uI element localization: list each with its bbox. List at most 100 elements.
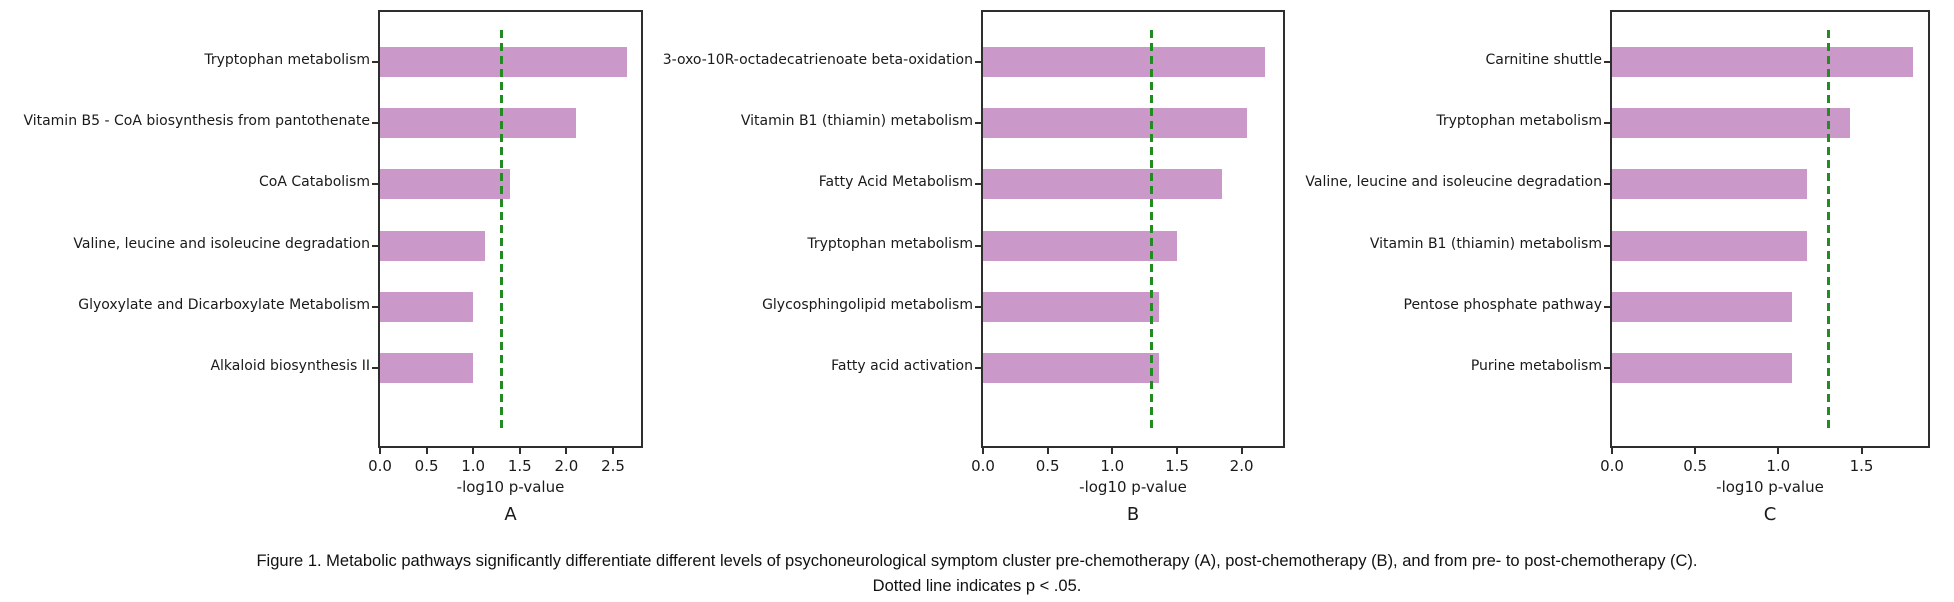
x-tick-label: 0.5 [1683, 457, 1708, 475]
x-tick [425, 448, 428, 454]
bar [983, 353, 1159, 383]
x-axis-label: -log10 p-value [1716, 478, 1824, 496]
y-tick [975, 367, 981, 369]
x-tick [982, 448, 984, 454]
x-tick-label: 1.5 [1165, 457, 1189, 475]
x-tick-label: 2.0 [554, 457, 579, 475]
x-tick-label: 0.0 [971, 457, 995, 475]
x-tick-label: 0.0 [1600, 457, 1624, 475]
y-tick [372, 122, 378, 124]
y-tick [1604, 367, 1610, 369]
significance-threshold-line [1150, 30, 1154, 428]
category-label: 3-oxo-10R-octadecatrienoate beta-oxidati… [662, 52, 973, 68]
y-tick [1604, 245, 1610, 247]
x-tick-label: 2.5 [601, 457, 625, 475]
category-label: Vitamin B1 (thiamin) metabolism [740, 113, 973, 129]
x-tick-label: 0.0 [368, 457, 392, 475]
bar [983, 231, 1177, 261]
x-tick [472, 448, 475, 454]
category-label: CoA Catabolism [259, 174, 370, 190]
y-tick [975, 122, 981, 124]
bar [1612, 353, 1792, 383]
x-tick [1111, 448, 1114, 454]
x-tick [565, 448, 568, 454]
x-tick-label: 1.0 [1100, 457, 1125, 475]
y-tick [372, 306, 378, 308]
category-label: Purine metabolism [1470, 358, 1602, 374]
bar [1612, 231, 1807, 261]
bar [983, 108, 1247, 138]
panel-letter-c: C [1763, 504, 1777, 525]
category-label: Tryptophan metabolism [1436, 113, 1602, 129]
bar [380, 108, 576, 138]
x-tick-label: 0.5 [1035, 457, 1060, 475]
bar [1612, 292, 1792, 322]
x-axis-label: -log10 p-value [1079, 478, 1187, 496]
y-tick [975, 306, 981, 308]
y-tick [372, 183, 378, 185]
category-label: Valine, leucine and isoleucine degradati… [1305, 174, 1602, 190]
x-tick [518, 448, 521, 454]
significance-threshold-line [1827, 30, 1831, 428]
category-label: Fatty acid activation [831, 358, 973, 374]
y-tick [975, 245, 981, 247]
category-label: Alkaloid biosynthesis II [210, 358, 370, 374]
category-label: Tryptophan metabolism [204, 52, 370, 68]
bar [983, 292, 1159, 322]
figure-caption-line-1: Figure 1. Metabolic pathways significant… [256, 552, 1698, 570]
x-tick [1611, 448, 1613, 454]
category-label: Carnitine shuttle [1485, 52, 1602, 68]
x-axis-label: -log10 p-value [456, 478, 565, 496]
plot-frame-b [981, 10, 1285, 448]
x-tick [1176, 448, 1178, 454]
bar [983, 169, 1223, 199]
plot-frame-a [378, 10, 643, 448]
x-tick [1046, 448, 1049, 454]
figure-caption: Figure 1. Metabolic pathways significant… [0, 549, 1954, 599]
category-label: Vitamin B1 (thiamin) metabolism [1369, 236, 1602, 252]
bar [380, 353, 474, 383]
x-tick-label: 1.0 [1766, 457, 1791, 475]
bar [1612, 47, 1913, 77]
y-tick [975, 61, 981, 63]
panel-letter-a: A [504, 504, 517, 525]
bar [380, 292, 474, 322]
y-tick [372, 367, 378, 369]
x-tick-label: 1.0 [461, 457, 486, 475]
x-tick [379, 448, 381, 454]
y-tick [372, 61, 378, 63]
x-tick [1777, 448, 1780, 454]
category-label: Valine, leucine and isoleucine degradati… [73, 236, 370, 252]
bar [983, 47, 1265, 77]
y-tick [1604, 61, 1610, 63]
x-tick [1860, 448, 1863, 454]
bar [380, 169, 510, 199]
panel-letter-b: B [1126, 504, 1140, 525]
figure-caption-line-2: Dotted line indicates p < .05. [872, 577, 1082, 595]
x-tick-label: 1.5 [507, 457, 532, 475]
x-tick-label: 2.0 [1229, 457, 1254, 475]
category-label: Glyoxylate and Dicarboxylate Metabolism [78, 297, 370, 313]
x-tick [612, 448, 614, 454]
bar [1612, 169, 1807, 199]
y-tick [1604, 122, 1610, 124]
x-tick [1240, 448, 1243, 454]
x-tick-label: 0.5 [414, 457, 439, 475]
category-label: Vitamin B5 - CoA biosynthesis from panto… [23, 113, 370, 129]
bar [380, 47, 627, 77]
category-label: Pentose phosphate pathway [1403, 297, 1603, 313]
bar [1612, 108, 1850, 138]
y-tick [372, 245, 378, 247]
bar [380, 231, 486, 261]
y-tick [1604, 306, 1610, 308]
category-label: Fatty Acid Metabolism [818, 174, 973, 190]
category-label: Tryptophan metabolism [807, 236, 973, 252]
plot-frame-c [1610, 10, 1930, 448]
x-tick [1694, 448, 1697, 454]
significance-threshold-line [500, 30, 504, 428]
x-tick-label: 1.5 [1849, 457, 1874, 475]
y-tick [975, 183, 981, 185]
category-label: Glycosphingolipid metabolism [762, 297, 973, 313]
y-tick [1604, 183, 1610, 185]
